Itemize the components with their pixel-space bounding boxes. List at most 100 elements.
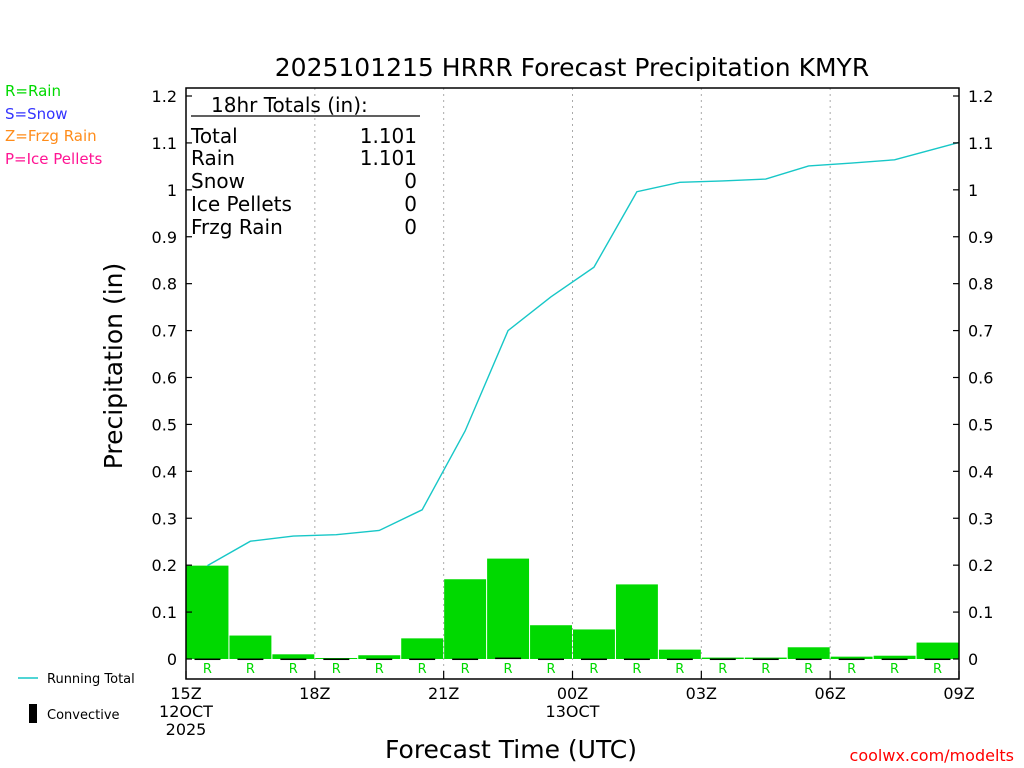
- precip-type-marker: R: [461, 662, 470, 677]
- x-tick-label: 03Z: [686, 684, 717, 703]
- totals-label-rain: Rain: [191, 146, 235, 170]
- convective-bar: [666, 658, 693, 661]
- y-tick-label-right: 1.2: [968, 87, 993, 106]
- precip-type-marker: R: [332, 662, 341, 677]
- convective-bar: [795, 658, 822, 661]
- totals-value-total: 1.101: [360, 124, 417, 148]
- grid-lines: [314, 88, 831, 679]
- precip-bar: [530, 625, 572, 659]
- precip-type-marker: R: [761, 662, 770, 677]
- precip-bar: [701, 657, 744, 659]
- precip-bar: [916, 642, 959, 659]
- y-tick-label-right: 0.2: [968, 556, 993, 575]
- y-tick-label-right: 1: [968, 181, 978, 200]
- y-tick-label-right: 0.8: [968, 275, 993, 294]
- totals-value-rain: 1.101: [360, 146, 417, 170]
- precip-type-marker: R: [804, 662, 813, 677]
- convective-bar: [581, 658, 607, 661]
- precip-type-marker: R: [418, 662, 427, 677]
- x-tick-label: 13OCT: [546, 702, 600, 721]
- convective-bar: [752, 658, 779, 661]
- y-tick-label-left: 0: [167, 650, 177, 669]
- x-tick-label: 06Z: [815, 684, 846, 703]
- running-total-line: [207, 141, 960, 567]
- precip-type-marker: R: [246, 662, 255, 677]
- y-tick-label-left: 0.2: [152, 556, 177, 575]
- y-tick-label-right: 0.7: [968, 322, 993, 341]
- y-tick-label-right: 0.4: [968, 462, 993, 481]
- y-tick-label-right: 0: [968, 650, 978, 669]
- precip-type-marker: R: [504, 662, 513, 677]
- convective-bar: [623, 658, 650, 661]
- precip-bar: [229, 635, 272, 659]
- totals-label-ice-pellets: Ice Pellets: [191, 192, 292, 216]
- convective-bar: [881, 658, 908, 661]
- legend-snow: S=Snow: [5, 105, 68, 123]
- convective-bar: [452, 658, 479, 661]
- precip-bar: [358, 655, 401, 659]
- precip-bar: [787, 647, 830, 659]
- x-tick-label: 21Z: [428, 684, 459, 703]
- convective-bar: [366, 658, 393, 661]
- y-tick-label-left: 0.4: [152, 462, 177, 481]
- precip-bar: [487, 558, 530, 659]
- convective-bars: [194, 657, 951, 661]
- precip-bar: [830, 656, 873, 659]
- totals-title: 18hr Totals (in):: [211, 93, 368, 117]
- y-tick-label-right: 0.1: [968, 603, 993, 622]
- convective-bar: [194, 658, 221, 661]
- convective-bar: [924, 658, 951, 661]
- precip-type-marker: R: [375, 662, 384, 677]
- y-tick-label-left: 0.7: [152, 322, 177, 341]
- precip-type-marker: R: [589, 662, 598, 677]
- convective-bar: [709, 658, 736, 661]
- credit-link[interactable]: coolwx.com/modelts: [850, 746, 1014, 765]
- y-tick-label-left: 0.3: [152, 509, 177, 528]
- precip-type-marker: R: [546, 662, 555, 677]
- totals-label-frzg-rain: Frzg Rain: [191, 215, 283, 239]
- totals-value-ice-pellets: 0: [404, 192, 417, 216]
- y-tick-label-right: 0.9: [968, 228, 993, 247]
- chart-title: 2025101215 HRRR Forecast Precipitation K…: [275, 53, 869, 82]
- legend-running-total: Running Total: [47, 672, 135, 687]
- convective-bar: [323, 658, 350, 661]
- precip-bar: [401, 638, 444, 659]
- y-tick-label-left: 0.9: [152, 228, 177, 247]
- convective-swatch: [29, 704, 37, 723]
- precip-type-marker: R: [203, 662, 212, 677]
- totals-label-snow: Snow: [191, 169, 245, 193]
- y-tick-label-left: 1.2: [152, 87, 177, 106]
- precip-type-marker: R: [890, 662, 899, 677]
- y-tick-label-right: 0.3: [968, 509, 993, 528]
- totals-label-total: Total: [190, 124, 238, 148]
- convective-bar: [838, 658, 865, 661]
- convective-bar: [409, 658, 436, 661]
- precip-type-marker: R: [289, 662, 298, 677]
- convective-bar: [280, 658, 307, 661]
- precip-type-marker: R: [632, 662, 641, 677]
- legend-ice-pellets: P=Ice Pellets: [5, 150, 102, 168]
- x-axis-label: Forecast Time (UTC): [385, 735, 637, 764]
- y-tick-label-right: 1.1: [968, 134, 993, 153]
- series-legend: Running Total Convective: [18, 672, 135, 723]
- y-axis-label: Precipitation (in): [99, 263, 128, 470]
- legend-convective: Convective: [47, 708, 120, 723]
- x-tick-label: 15Z: [170, 684, 201, 703]
- hourly-precip-bars: [186, 558, 959, 659]
- precip-bar: [744, 657, 787, 659]
- legend-rain: R=Rain: [5, 82, 61, 100]
- x-tick-label: 12OCT: [159, 702, 213, 721]
- precip-type-marker: R: [847, 662, 856, 677]
- y-tick-label-left: 0.6: [152, 369, 177, 388]
- y-tick-label-right: 0.5: [968, 415, 993, 434]
- legend-frzg-rain: Z=Frzg Rain: [5, 127, 97, 145]
- x-tick-label: 2025: [166, 720, 207, 739]
- precip-bar: [186, 565, 229, 659]
- x-tick-label: 09Z: [943, 684, 974, 703]
- x-tick-label: 00Z: [557, 684, 588, 703]
- precip-type-legend: R=Rain S=Snow Z=Frzg Rain P=Ice Pellets: [5, 82, 102, 168]
- y-tick-label-left: 0.8: [152, 275, 177, 294]
